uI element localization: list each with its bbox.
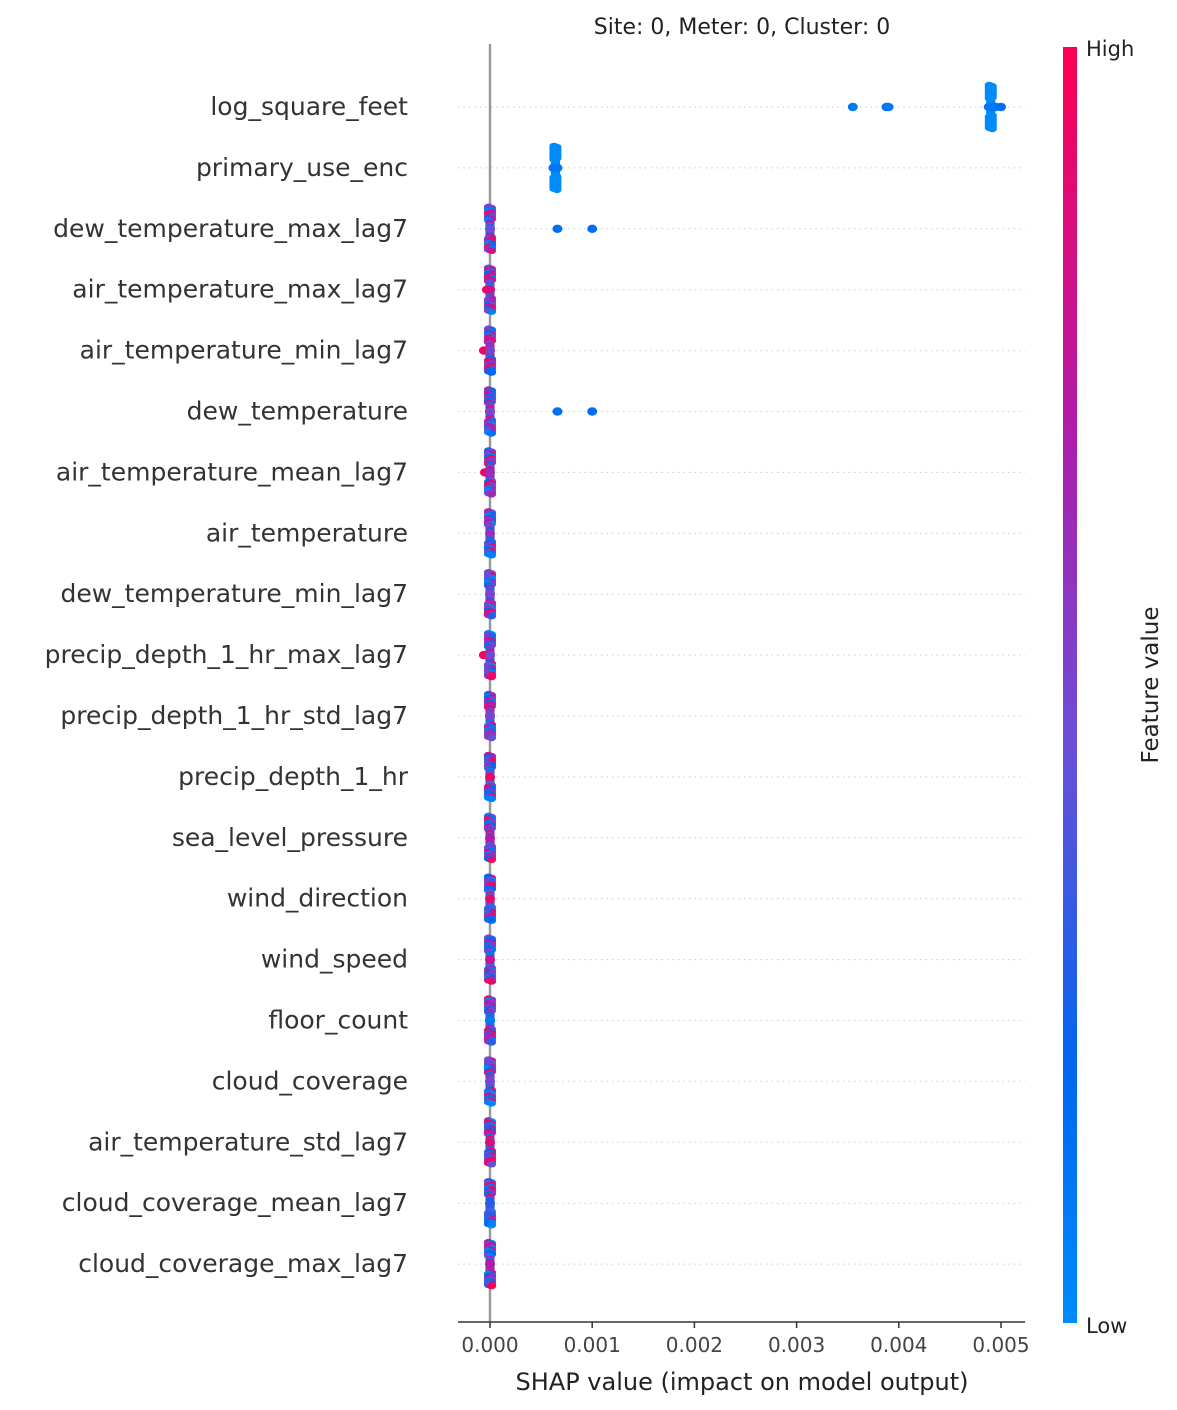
shap-point [485,772,495,782]
points-layer [478,81,1006,1290]
feature-label: wind_direction [227,884,408,913]
feature-label: air_temperature_std_lag7 [88,1127,408,1156]
feature-label: sea_level_pressure [172,823,408,852]
shap-point [486,430,497,437]
shap-point [486,1161,497,1168]
shap-point [486,613,497,620]
shap-point [486,978,497,985]
shap-point [485,650,495,660]
feature-label: wind_speed [261,945,408,974]
shap-point [486,491,497,498]
chart-title: Site: 0, Meter: 0, Cluster: 0 [594,15,890,40]
feature-label: air_temperature [206,518,408,547]
shap-point [485,1199,495,1208]
shap-point [486,917,497,924]
feature-label: precip_depth_1_hr_max_lag7 [45,640,408,669]
shap-point [587,224,598,233]
feature-label: cloud_coverage_max_lag7 [78,1249,408,1278]
feature-label: primary_use_enc [196,153,408,182]
colorbar-low-label: Low [1086,1314,1127,1338]
shap-point [486,1039,497,1046]
feature-label: cloud_coverage [212,1066,408,1095]
x-tick-label: 0.000 [461,1333,518,1357]
shap-point [486,308,497,315]
shap-point [485,468,495,477]
shap-point [552,224,563,233]
shap-point [486,1100,497,1107]
shap-point [486,795,497,803]
feature-label: air_temperature_min_lag7 [80,336,408,365]
shap-point [485,1138,495,1147]
shap-point [485,955,495,964]
shap-point [486,369,497,376]
shap-point [883,102,894,112]
shap-point [485,529,495,538]
shap-point [996,102,1006,112]
shap-point [847,102,858,112]
shap-point [486,552,497,559]
grid-layer [458,106,1025,1265]
feature-label: precip_depth_1_hr_std_lag7 [60,701,408,730]
x-tick-label: 0.002 [666,1333,723,1357]
feature-label: precip_depth_1_hr [178,762,409,791]
shap-point [486,673,497,681]
shap-point [485,407,495,416]
shap-point [486,247,497,254]
shap-point [552,163,563,173]
shap-point [987,125,997,133]
shap-point [552,186,562,194]
shap-point [486,734,497,742]
shap-point [485,1077,495,1086]
colorbar-title: Feature value [1138,606,1164,763]
feature-label: dew_temperature [187,397,408,426]
x-axis-label: SHAP value (impact on model output) [516,1368,969,1396]
feature-label: dew_temperature_min_lag7 [60,579,408,608]
shap-point [485,711,495,721]
shap-point [552,407,563,416]
shap-point [486,1282,497,1290]
feature-labels: log_square_feet primary_use_enc dew_temper… [45,92,409,1278]
shap-point [485,590,495,599]
shap-point [587,407,598,416]
shap-point [485,1016,495,1025]
shap-point [485,285,495,294]
shap-point [485,1259,495,1269]
feature-label: air_temperature_mean_lag7 [56,457,408,486]
x-tick-label: 0.003 [768,1333,825,1357]
feature-label: log_square_feet [210,92,408,121]
colorbar-high-label: High [1086,37,1134,61]
feature-label: dew_temperature_max_lag7 [53,214,408,243]
shap-point [485,224,495,233]
x-tick-label: 0.001 [564,1333,621,1357]
shap-point [486,856,497,863]
x-ticks: 0.000 0.001 0.002 0.003 0.004 0.005 [461,1322,1030,1357]
x-tick-label: 0.004 [870,1333,927,1357]
feature-label: air_temperature_max_lag7 [72,275,408,304]
x-tick-label: 0.005 [972,1333,1029,1357]
feature-label: cloud_coverage_mean_lag7 [62,1188,408,1217]
shap-point [485,833,495,842]
colorbar [1063,47,1077,1323]
shap-point [486,1222,497,1229]
feature-label: floor_count [268,1006,408,1035]
shap-point [485,346,495,355]
shap-point [485,894,495,903]
